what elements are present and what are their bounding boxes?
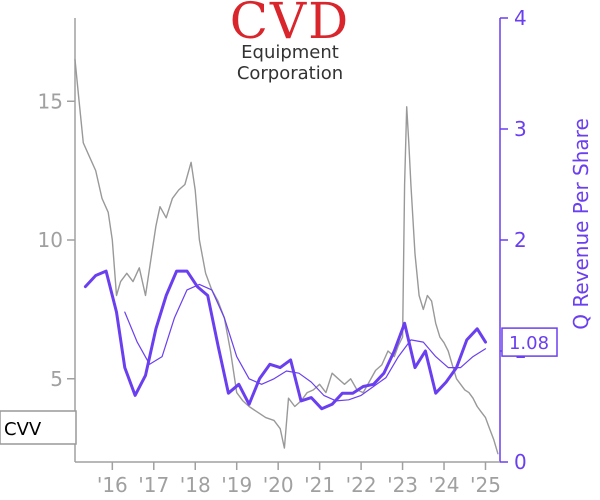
right-tick-label: 4 <box>514 6 527 30</box>
right-axis-ticks: 01234 <box>500 6 527 474</box>
right-tick-label: 2 <box>514 228 527 252</box>
x-axis-ticks: '16 '17 '18 '19 '20 '21 '22 '23 '24 '25 <box>97 462 501 497</box>
logo-top-text: CVD <box>230 0 350 50</box>
ticker-text: CVV <box>4 419 42 440</box>
x-tick-label: '24 <box>429 473 460 497</box>
series-line-price <box>74 58 499 455</box>
company-logo: CVD Equipment Corporation <box>230 0 350 84</box>
x-tick-label: '18 <box>180 473 211 497</box>
logo-line1-text: Equipment <box>241 42 339 63</box>
right-tick-label: 3 <box>514 117 527 141</box>
x-tick-label: '22 <box>346 473 377 497</box>
x-tick-label: '23 <box>387 473 418 497</box>
logo-line2-text: Corporation <box>237 63 343 84</box>
x-tick-label: '17 <box>138 473 169 497</box>
x-tick-label: '20 <box>263 473 294 497</box>
right-axis-label: Q Revenue Per Share <box>569 118 593 330</box>
left-tick-label: 10 <box>38 228 63 252</box>
left-tick-label: 15 <box>38 89 63 113</box>
x-tick-label: '16 <box>97 473 128 497</box>
x-tick-label: '19 <box>221 473 252 497</box>
last-value-badge: 1.08 <box>501 327 558 357</box>
left-axis-ticks: 5 10 15 <box>38 89 75 391</box>
last-value-text: 1.08 <box>509 333 549 354</box>
series-layer <box>74 58 499 455</box>
x-tick-label: '21 <box>304 473 335 497</box>
ticker-badge: CVV <box>0 410 77 445</box>
series-line-revenue_avg <box>124 283 487 402</box>
series-line-revenue <box>83 269 487 411</box>
right-tick-label: 0 <box>514 450 527 474</box>
left-tick-label: 5 <box>50 367 63 391</box>
x-tick-label: '25 <box>470 473 501 497</box>
